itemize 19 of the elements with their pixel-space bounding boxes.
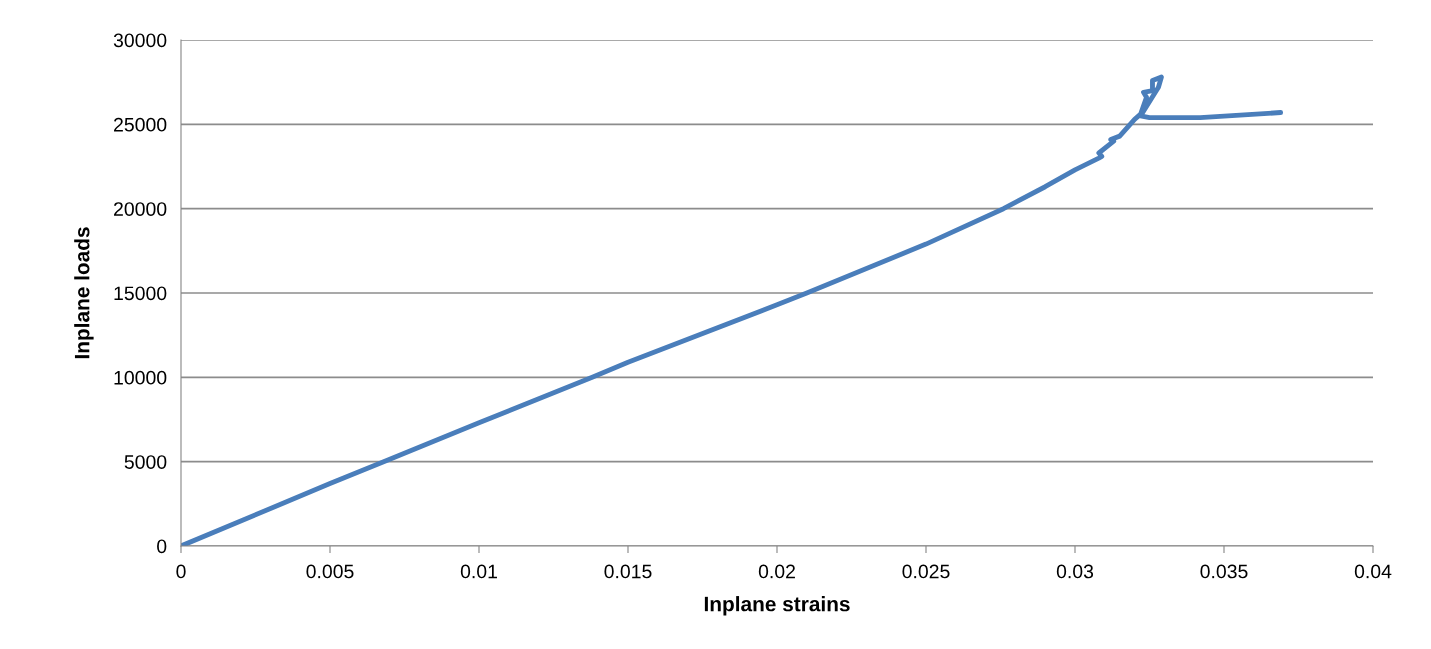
x-tick-label: 0.01 xyxy=(460,564,497,579)
y-tick-label: 20000 xyxy=(114,202,167,216)
x-tick-label: 0.005 xyxy=(306,564,354,579)
x-tick-label: 0.035 xyxy=(1200,564,1248,579)
x-tick-label: 0 xyxy=(176,564,186,579)
x-axis-title: Inplane strains xyxy=(704,596,850,616)
x-tick-label: 0.04 xyxy=(1354,564,1392,579)
y-tick-label: 5000 xyxy=(124,455,167,469)
y-tick-label: 30000 xyxy=(113,33,167,48)
x-tick-label: 0.03 xyxy=(1056,564,1094,579)
y-tick-label: 15000 xyxy=(114,286,167,301)
x-tick-label: 0.015 xyxy=(604,564,652,579)
line-series xyxy=(181,74,1284,546)
y-tick-label: 0 xyxy=(157,539,167,554)
x-tick-label: 0.02 xyxy=(758,564,795,579)
y-tick-label: 25000 xyxy=(114,117,167,132)
y-tick-label: 10000 xyxy=(114,370,167,385)
y-axis-title: Inplane loads xyxy=(74,227,94,359)
x-tick-label: 0.025 xyxy=(902,564,950,579)
